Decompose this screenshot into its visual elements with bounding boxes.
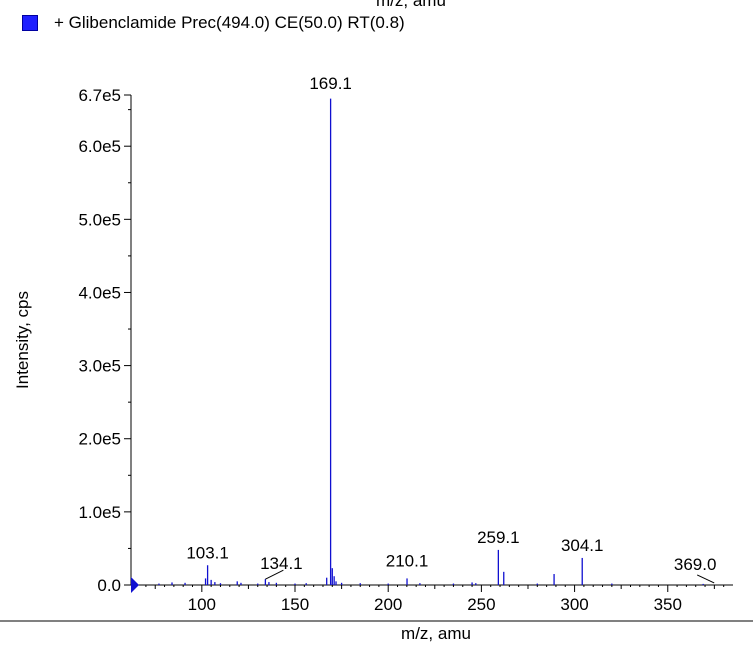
x-tick-label: 250: [467, 595, 495, 614]
x-axis-title: m/z, amu: [401, 624, 471, 643]
y-tick-label: 6.0e5: [78, 137, 121, 156]
legend: + Glibenclamide Prec(494.0) CE(50.0) RT(…: [22, 12, 405, 34]
y-axis-title: Intensity, cps: [13, 291, 32, 389]
y-tick-label: 2.0e5: [78, 430, 121, 449]
x-tick-label: 100: [188, 595, 216, 614]
y-tick-label: 4.0e5: [78, 283, 121, 302]
peak-label: 259.1: [477, 528, 520, 547]
baseline-marker: [131, 577, 139, 593]
x-tick-label: 200: [374, 595, 402, 614]
peak-label: 134.1: [260, 554, 303, 573]
y-tick-label: 0.0: [97, 576, 121, 595]
peak-label: 169.1: [309, 74, 352, 93]
axes-layer: 0.0 1.0e5 2.0e5 3.0e5 4.0e5 5.0e5 6.0e5 6.7e5 10…: [0, 86, 753, 622]
peak-label-leader: [265, 569, 284, 580]
peak-label: 210.1: [386, 551, 429, 570]
legend-label: + Glibenclamide Prec(494.0) CE(50.0) RT(…: [54, 13, 405, 32]
peak-label-leader: [696, 574, 715, 584]
peak-label: 369.0: [674, 555, 717, 574]
peak-labels-layer: 169.1 103.1 134.1 210.1 259.1 304.1 369.0: [186, 74, 717, 584]
x-tick-label: 350: [654, 595, 682, 614]
x-tick-label: 300: [560, 595, 588, 614]
peak-label: 103.1: [186, 543, 229, 562]
legend-swatch: [22, 15, 38, 31]
y-tick-label: 1.0e5: [78, 503, 121, 522]
peak-label: 304.1: [561, 536, 604, 555]
peaks-layer: [158, 98, 704, 585]
y-tick-label: 6.7e5: [78, 86, 121, 105]
y-tick-label: 3.0e5: [78, 357, 121, 376]
y-tick-label: 5.0e5: [78, 210, 121, 229]
top-cut-axis-label: m/z, amu: [376, 0, 446, 10]
x-tick-label: 150: [281, 595, 309, 614]
